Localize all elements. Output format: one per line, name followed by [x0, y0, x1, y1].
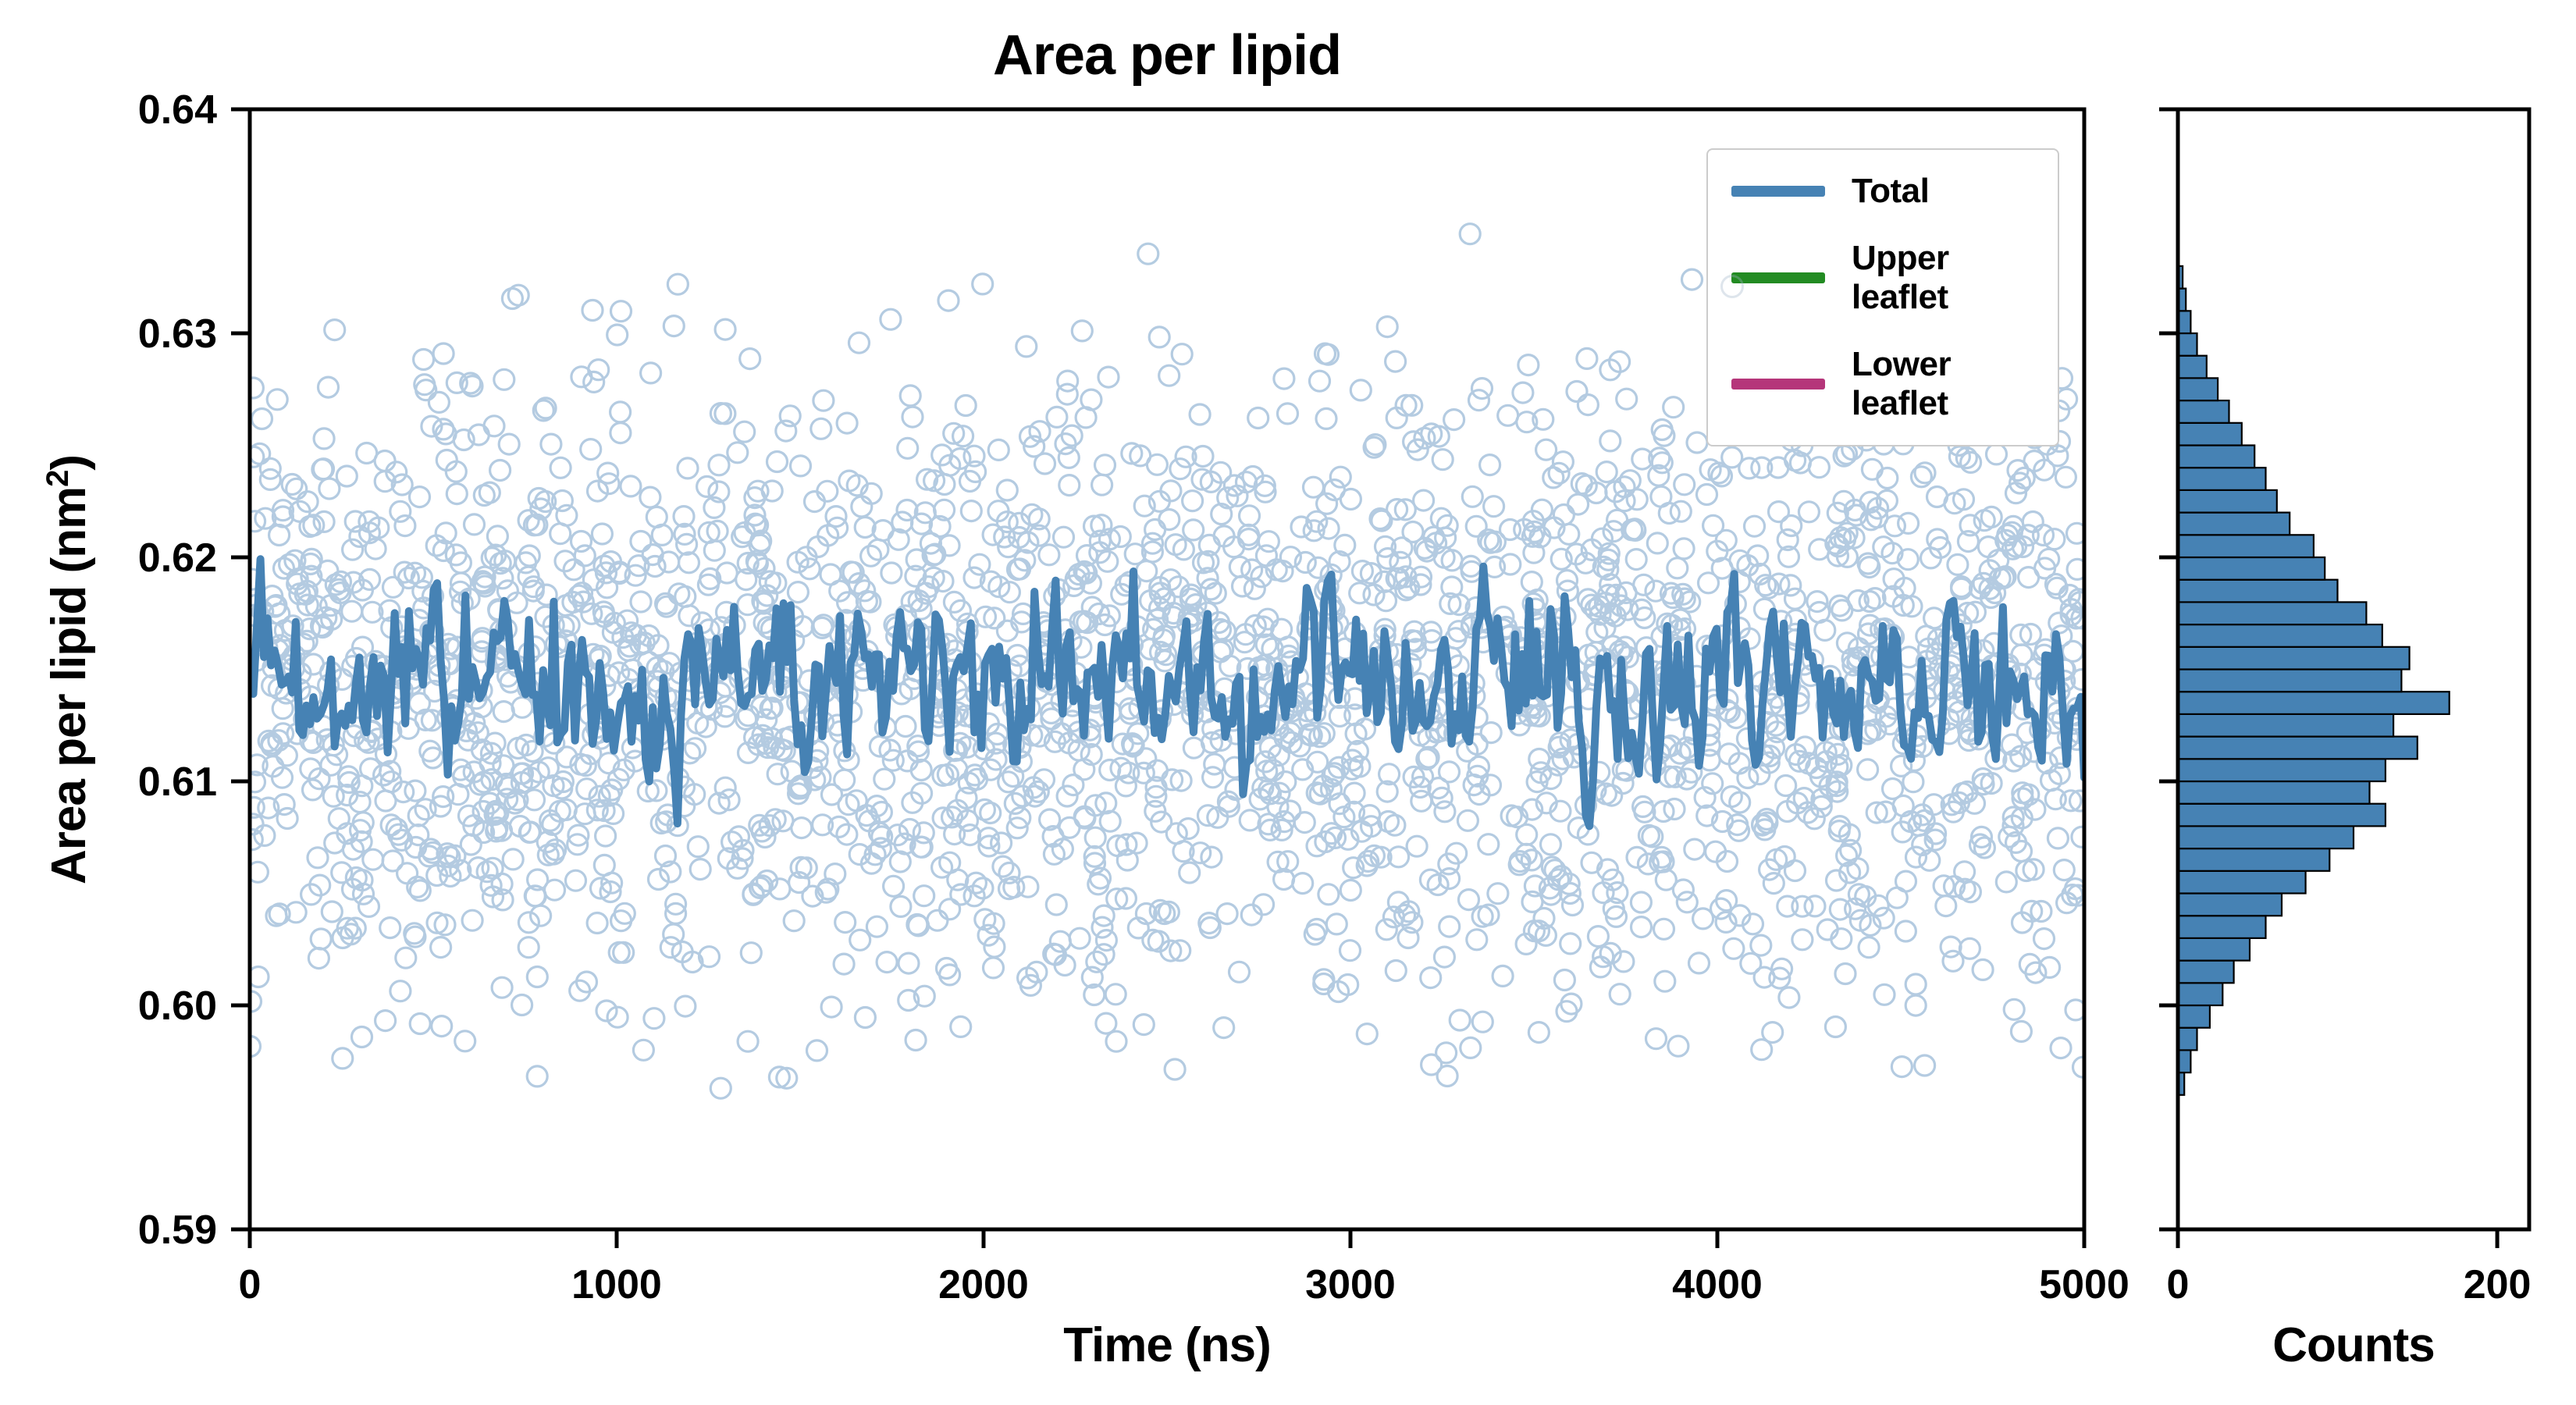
svg-text:0.59: 0.59: [138, 1208, 217, 1253]
ghost-scatter-marker-icon: [1720, 275, 1744, 298]
hist-axes-spines: [2176, 107, 2532, 1232]
legend-label-total: Total: [1852, 172, 1930, 210]
total-line: [250, 555, 2084, 831]
svg-text:3000: 3000: [1305, 1262, 1396, 1307]
svg-text:0.62: 0.62: [138, 535, 217, 581]
total-line-swatch: [1731, 186, 1825, 197]
chart-title: Area per lipid: [992, 24, 1342, 87]
svg-text:0: 0: [239, 1262, 262, 1307]
svg-text:0.63: 0.63: [138, 311, 217, 357]
legend-entry-lower-leaflet: Lower leaflet: [1731, 345, 2034, 423]
axis-ticks: [231, 107, 2500, 1248]
legend-label-upper-leaflet: Upper leaflet: [1852, 239, 1949, 316]
y-axis-label: Area per lipid (nm2): [41, 455, 97, 884]
svg-text:4000: 4000: [1672, 1262, 1763, 1307]
svg-text:200: 200: [2464, 1262, 2532, 1307]
histogram-bars: [2178, 265, 2450, 1096]
main-axes-spines: [247, 107, 2087, 1232]
legend-label-lower-leaflet: Lower leaflet: [1852, 345, 1952, 422]
legend-entry-total: Total: [1731, 172, 2034, 211]
y-axis-label-close: ): [41, 455, 96, 471]
legend-entry-upper-leaflet: Upper leaflet: [1731, 239, 2034, 317]
svg-text:2000: 2000: [938, 1262, 1029, 1307]
svg-text:0.61: 0.61: [138, 759, 217, 805]
svg-text:0: 0: [2167, 1262, 2190, 1307]
lower-leaflet-line-swatch: [1731, 379, 1825, 389]
svg-text:0.60: 0.60: [138, 984, 217, 1029]
svg-text:0.64: 0.64: [138, 87, 217, 133]
y-axis-label-superscript: 2: [41, 470, 76, 487]
hist-x-axis-label: Counts: [2272, 1318, 2435, 1372]
x-axis-label: Time (ns): [1063, 1318, 1271, 1372]
svg-text:1000: 1000: [571, 1262, 662, 1307]
svg-text:5000: 5000: [2039, 1262, 2129, 1307]
legend: Total Upper leaflet Lower leaflet: [1706, 148, 2059, 446]
y-axis-label-text: Area per lipid (nm: [41, 486, 96, 884]
upper-leaflet-line-swatch: [1731, 272, 1825, 283]
axis-tick-labels: 0 1000 2000 3000 4000 50000.590.600.610.620.6…: [138, 87, 2532, 1307]
